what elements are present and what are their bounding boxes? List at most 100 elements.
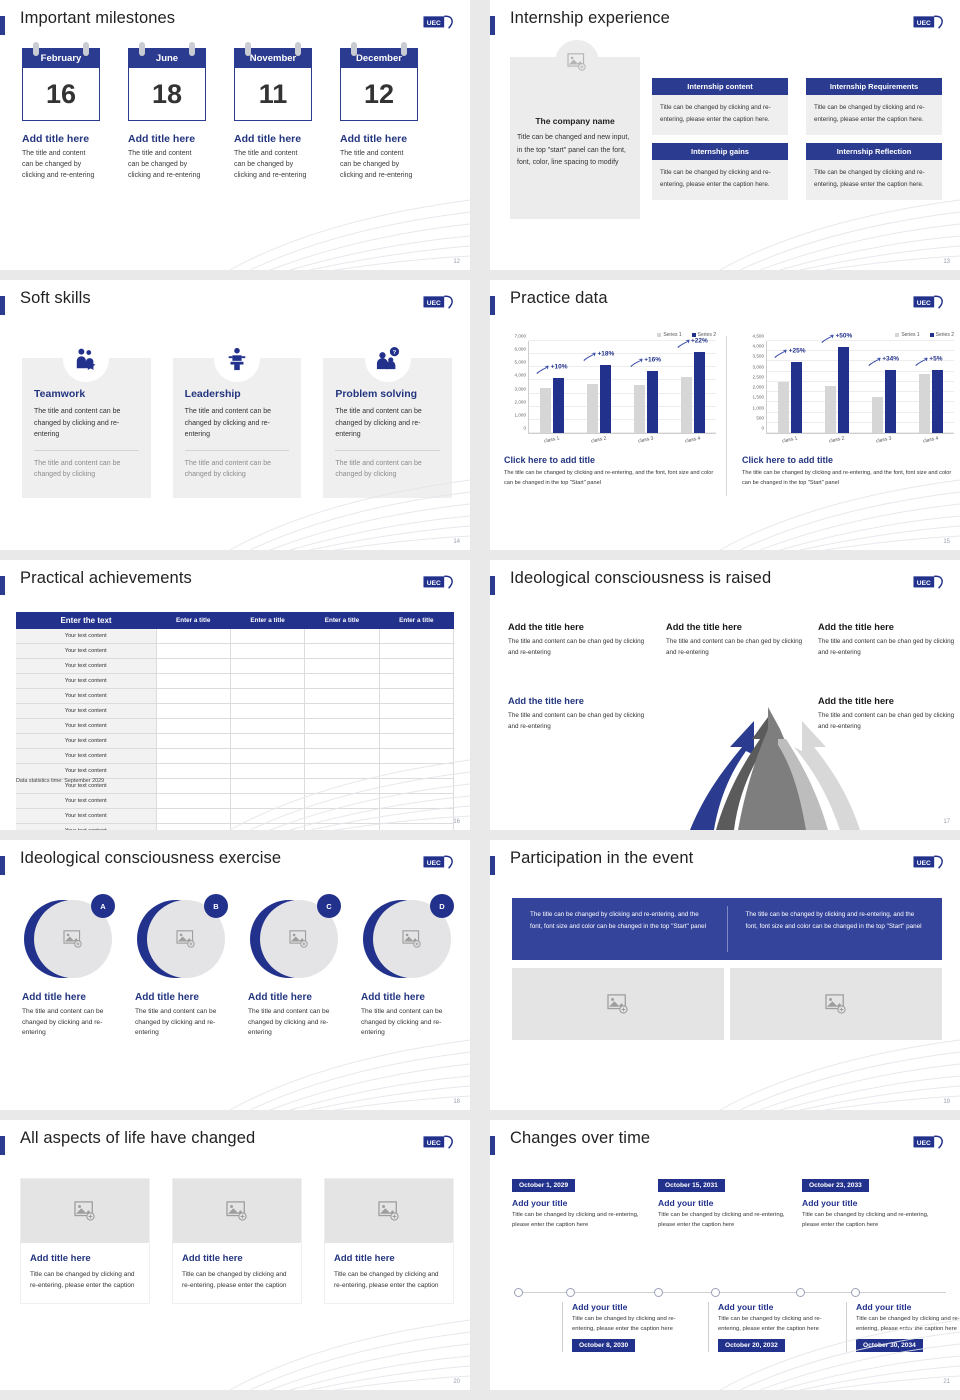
table-cell[interactable] [304,673,380,689]
table-cell[interactable] [379,643,455,659]
bar-group[interactable]: +10% [536,341,568,433]
table-cell[interactable] [230,629,306,644]
bar-group[interactable]: +50% [821,333,852,433]
table-column-header[interactable]: Enter a title [304,612,380,629]
aspect-card[interactable]: Add title here Title can be changed by c… [20,1178,150,1305]
table-cell[interactable] [379,703,455,719]
table-cell[interactable] [379,793,455,809]
table-row[interactable]: Your text content [16,688,455,704]
image-placeholder-icon[interactable] [373,900,451,978]
exercise-item[interactable]: D Add title here The title and content c… [361,894,454,1039]
table-cell[interactable] [230,643,306,659]
timeline-event-lower[interactable]: Add your title Title can be changed by c… [846,1302,960,1353]
bar-series-1[interactable] [540,388,552,433]
milestone-item[interactable]: November 11 Add title here The title and… [234,42,314,182]
image-placeholder-icon[interactable] [512,968,724,1040]
table-cell[interactable] [379,778,455,794]
internship-card[interactable]: Internship content Title can be changed … [652,78,788,135]
slide-ideological-consciousness-raised[interactable]: Ideological consciousness is raised UEC … [490,560,960,830]
table-cell[interactable] [379,733,455,749]
timeline-dot[interactable] [796,1288,805,1297]
table-cell[interactable] [156,688,231,704]
table-cell[interactable] [379,629,455,644]
milestone-item[interactable]: June 18 Add title here The title and con… [128,42,208,182]
bar-series-1[interactable] [633,385,645,433]
bar-series-2[interactable] [931,369,943,433]
image-placeholder-icon[interactable] [325,1179,453,1243]
exercise-item[interactable]: A Add title here The title and content c… [22,894,115,1039]
table-cell[interactable] [230,748,306,764]
aspect-card[interactable]: Add title here Title can be changed by c… [324,1178,454,1305]
timeline-event-upper[interactable]: October 23, 2033 Add your title Title ca… [802,1174,932,1230]
table-row[interactable]: Your text content [16,748,455,764]
bar-series-2[interactable] [884,369,896,433]
skill-card[interactable]: Leadership The title and content can be … [172,336,302,498]
timeline-event-lower[interactable]: Add your title Title can be changed by c… [562,1302,690,1353]
consciousness-item[interactable]: Add the title here The title and content… [508,696,650,732]
image-placeholder-icon[interactable] [21,1179,149,1243]
timeline-dot[interactable] [566,1288,575,1297]
bar-series-1[interactable] [680,376,692,433]
table-cell[interactable] [230,733,306,749]
slide-soft-skills[interactable]: Soft skills UEC Teamwork The title and c… [0,280,470,550]
milestone-item[interactable]: December 12 Add title here The title and… [340,42,420,182]
image-placeholder-icon[interactable] [555,40,599,84]
exercise-item[interactable]: B Add title here The title and content c… [135,894,228,1039]
table-cell[interactable] [379,658,455,674]
bar-series-2[interactable] [791,362,803,433]
bar-series-1[interactable] [918,373,930,433]
table-cell[interactable] [304,793,380,809]
timeline-event-upper[interactable]: October 15, 2031 Add your title Title ca… [658,1174,788,1230]
table-cell[interactable] [379,748,455,764]
table-cell[interactable] [156,733,231,749]
table-cell[interactable] [230,778,306,794]
table-cell[interactable] [156,823,231,830]
table-cell[interactable] [230,703,306,719]
slide-important-milestones[interactable]: Important milestones UEC February 16 Add… [0,0,470,270]
image-placeholder-icon[interactable] [730,968,942,1040]
table-cell[interactable] [230,793,306,809]
slide-ideological-consciousness-exercise[interactable]: Ideological consciousness exercise UEC A… [0,840,470,1110]
table-column-header[interactable]: Enter a title [379,612,454,629]
table-row[interactable]: Your text content [16,808,455,824]
table-cell[interactable] [156,629,231,644]
table-cell[interactable] [379,808,455,824]
table-cell[interactable] [379,763,455,779]
slide-internship-experience[interactable]: Internship experience UEC The company na… [490,0,960,270]
bar-group[interactable]: +25% [774,341,806,433]
exercise-item[interactable]: C Add title here The title and content c… [248,894,341,1039]
company-photo-panel[interactable] [510,57,640,219]
bar-group[interactable]: +18% [583,341,614,433]
table-cell[interactable] [156,718,231,734]
table-cell[interactable] [156,793,231,809]
slide-practice-data[interactable]: Practice data UEC Series 1 Series 2 0 1,0… [490,280,960,550]
bar-series-2[interactable] [693,352,705,433]
table-column-header[interactable]: Enter a title [156,612,231,629]
bar-series-2[interactable] [838,347,850,433]
table-cell[interactable] [379,688,455,704]
timeline-dot[interactable] [711,1288,720,1297]
timeline-dot[interactable] [851,1288,860,1297]
table-cell[interactable] [156,673,231,689]
timeline-dot[interactable] [654,1288,663,1297]
table-cell[interactable] [304,629,380,644]
table-cell[interactable] [304,643,380,659]
slide-changes-over-time[interactable]: Changes over time UEC October 1, 2029 Ad… [490,1120,960,1390]
table-cell[interactable] [304,658,380,674]
table-cell[interactable] [156,748,231,764]
table-cell[interactable] [304,718,380,734]
table-cell[interactable] [304,763,380,779]
table-cell[interactable] [230,718,306,734]
table-cell[interactable] [379,673,455,689]
timeline-event-lower[interactable]: Add your title Title can be changed by c… [708,1302,836,1353]
table-cell[interactable] [304,733,380,749]
table-row[interactable]: Your text content [16,718,455,734]
table-column-header[interactable]: Enter the text [16,612,156,629]
bar-series-2[interactable] [646,370,658,433]
table-row[interactable]: Your text content [16,823,455,830]
table-cell[interactable] [379,823,455,830]
table-row[interactable]: Your text content [16,658,455,674]
slide-participation-in-the-event[interactable]: Participation in the event UEC The title… [490,840,960,1110]
table-row[interactable]: Your text content [16,733,455,749]
consciousness-item[interactable]: Add the title here The title and content… [666,622,808,658]
